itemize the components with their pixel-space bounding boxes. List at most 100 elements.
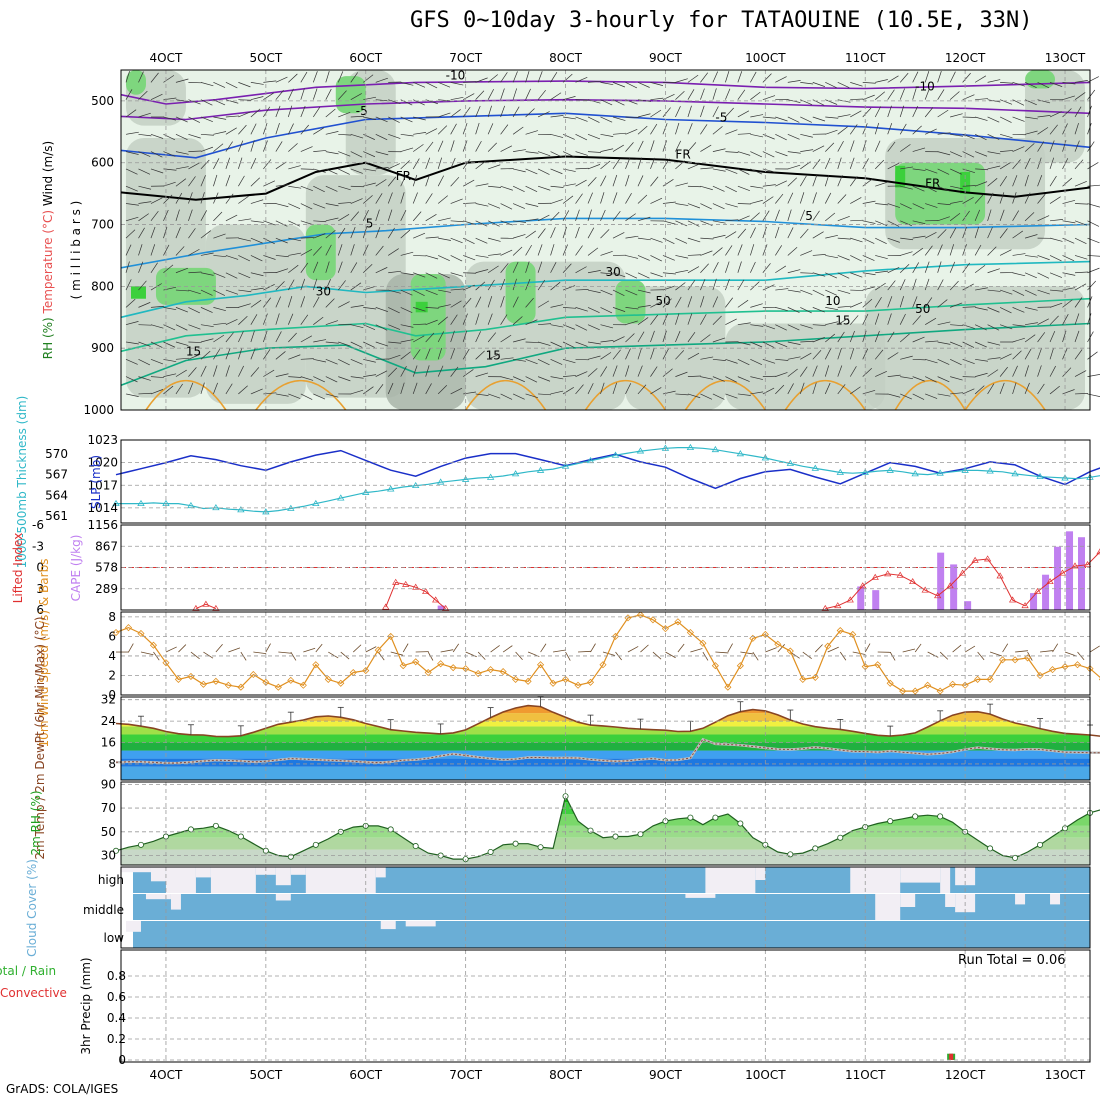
- wind-barb: [537, 214, 550, 222]
- wind-barb: [650, 255, 663, 262]
- wind-barb: [800, 272, 814, 274]
- wind-barb: [275, 296, 281, 308]
- wind-barb: [750, 185, 764, 189]
- wind-barb-10m: [977, 651, 985, 661]
- cape-bar: [857, 586, 865, 610]
- wind-barb: [512, 376, 525, 383]
- wind-barb: [437, 347, 443, 360]
- wind-barb: [288, 354, 301, 360]
- wind-speed-marker: [749, 634, 757, 642]
- wind-barb: [737, 261, 742, 273]
- wind-barb: [337, 244, 343, 256]
- wind-barb: [525, 393, 538, 399]
- wind-barb: [1012, 192, 1017, 204]
- isotherm-label: -10: [915, 79, 935, 93]
- wind-barb: [362, 226, 368, 239]
- wind-barb: [475, 269, 489, 274]
- isotherm-label: 5: [366, 217, 374, 231]
- wind-barb: [300, 358, 314, 360]
- wind-barb: [188, 150, 202, 152]
- wind-barb: [213, 131, 227, 135]
- wind-barb: [1062, 314, 1069, 325]
- wind-barb: [213, 365, 218, 377]
- wind-barb: [313, 393, 326, 400]
- wind-barb: [125, 341, 139, 345]
- wind-barb: [824, 365, 830, 377]
- wind-barb: [263, 369, 275, 377]
- wind-barb: [213, 272, 226, 278]
- x-tick-label-bottom: 6OCT: [349, 1068, 382, 1082]
- wind-speed-marker: [586, 678, 595, 686]
- wind-barb: [300, 88, 305, 100]
- wind-barb-10m: [1027, 651, 1033, 661]
- wind-barb-10m: [765, 647, 777, 653]
- wind-barb: [675, 269, 689, 274]
- li-marker: [212, 604, 220, 611]
- wind-barb: [587, 133, 601, 140]
- wind-barb: [775, 372, 788, 377]
- wind-barb: [363, 358, 376, 363]
- wind-barb: [438, 99, 452, 102]
- wind-speed-marker: [1048, 666, 1057, 674]
- wind-barb: [1062, 95, 1075, 101]
- pressure-unit-label: ( m i l l i b a r s ): [69, 201, 83, 300]
- wind-barb: [650, 123, 658, 135]
- wind-barb: [787, 356, 801, 360]
- wind-barb: [1012, 230, 1024, 239]
- wind-barb-10m: [652, 651, 662, 660]
- wind-barb: [737, 358, 750, 366]
- wind-barb-10m: [640, 644, 649, 653]
- rh-marker: [637, 831, 644, 838]
- wind-barb: [287, 296, 293, 308]
- wind-barb: [275, 184, 289, 187]
- wind-barb: [700, 185, 713, 191]
- wind-barb: [1024, 212, 1035, 222]
- wind-barb: [937, 299, 948, 308]
- wind-barb: [175, 133, 188, 140]
- wind-barb: [675, 350, 685, 360]
- wind-barb: [937, 109, 949, 118]
- wind-barb: [962, 197, 974, 204]
- wind-barb: [438, 112, 451, 118]
- wind-speed-marker: [799, 675, 807, 683]
- wind-barb: [562, 263, 572, 274]
- wind-barb: [675, 122, 680, 135]
- wind-barb: [450, 314, 458, 325]
- wind-barb: [487, 296, 493, 308]
- wind-barb: [1087, 280, 1096, 291]
- wind-barb: [450, 255, 463, 262]
- wind-barb: [712, 148, 726, 152]
- wind-barb: [862, 286, 876, 291]
- rh-marker: [1037, 841, 1044, 848]
- wind-barb: [625, 289, 638, 296]
- wind-barb: [875, 79, 888, 83]
- wind-barb: [363, 374, 377, 377]
- wind-barb: [937, 185, 950, 192]
- wind-barb: [949, 91, 960, 100]
- wind-barb: [737, 133, 751, 135]
- wind-barb: [550, 304, 564, 308]
- wind-barb-10m: [627, 646, 639, 653]
- cloud-clear-block: [1050, 894, 1061, 905]
- wind-barb: [525, 230, 537, 239]
- wind-barb: [675, 140, 682, 152]
- wind-speed-marker: [312, 661, 320, 669]
- wind-barb: [300, 335, 313, 343]
- wind-barb: [775, 193, 784, 204]
- wind-barb: [437, 195, 448, 204]
- wind-barb: [637, 125, 648, 135]
- rh-marker: [812, 845, 819, 852]
- wind-barb: [350, 376, 364, 379]
- wind-barb: [750, 199, 763, 204]
- wind-barb: [275, 393, 289, 397]
- wind-barb: [1087, 141, 1095, 152]
- wind-barb: [150, 389, 164, 395]
- wind-barb: [987, 79, 1001, 83]
- wind-barb: [313, 106, 321, 118]
- wind-barb: [700, 278, 706, 291]
- wind-barb: [288, 165, 301, 170]
- wind-barb: [487, 203, 501, 209]
- wind-barb: [675, 220, 688, 227]
- panel-frame-cloud: [120, 866, 1091, 949]
- wind-barb: [1062, 199, 1076, 204]
